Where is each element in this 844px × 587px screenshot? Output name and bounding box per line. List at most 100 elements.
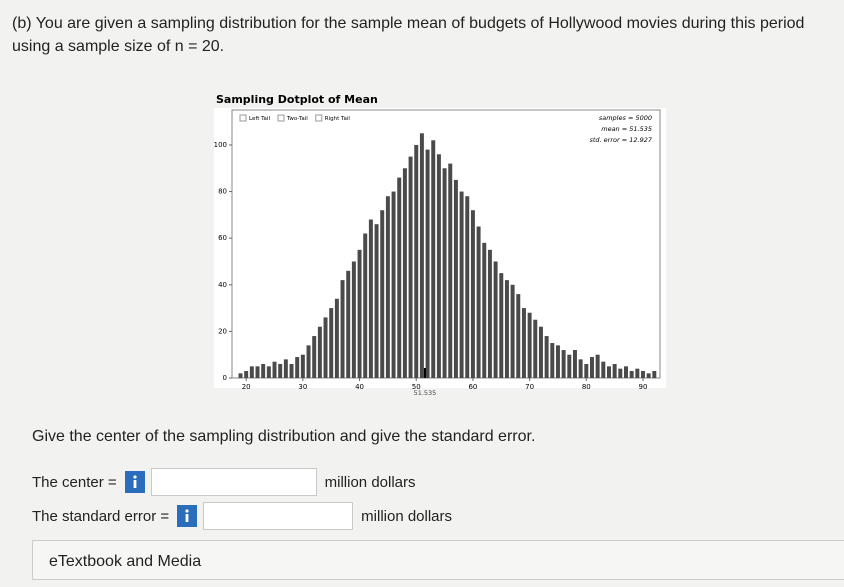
dot-column [374,224,379,378]
y-tick-label: 20 [218,327,227,335]
dot-column [408,156,413,378]
dot-column [572,350,577,378]
dot-column [641,371,645,378]
dot-column [346,270,351,378]
center-input[interactable] [150,468,317,496]
x-tick-label: 80 [582,383,591,391]
x-tick-label: 70 [525,383,534,391]
dot-column [612,364,617,378]
dot-column [476,226,481,378]
center-label: The center = [32,473,117,491]
dot-column [266,366,271,378]
dot-column [618,368,623,378]
center-row: The center = million dollars [32,468,416,496]
dot-column [527,312,532,378]
dot-column [487,249,492,378]
info-icon[interactable] [124,471,145,493]
dot-column [317,326,322,378]
dot-column [482,242,487,378]
dot-column [544,336,549,378]
x-tick-label: 90 [639,383,648,391]
stat-text: std. error = 12.927 [589,136,652,144]
dot-column [538,326,543,378]
y-tick-label: 80 [218,188,227,196]
dot-column [448,163,453,378]
dot-column [510,284,515,378]
dot-column [589,357,594,378]
x-tick-label: 60 [468,383,477,391]
dot-column [402,168,407,378]
dot-column [391,191,396,378]
y-tick-label: 60 [218,234,227,242]
dot-column [499,273,504,378]
dot-column [629,371,634,378]
dot-column [385,196,390,378]
dot-column [584,364,589,378]
x-tick-label: 40 [355,383,364,391]
x-tick-label: 20 [242,383,251,391]
dot-column [351,261,356,378]
dot-column [249,366,254,378]
dot-column [414,144,419,378]
dot-column [425,149,430,378]
dot-column [272,361,277,378]
se-label: The standard error = [32,507,170,525]
dot-column [516,294,521,378]
dot-column [334,298,339,378]
option-label: Right Tail [325,116,351,122]
option-label: Two-Tail [286,116,308,122]
dot-column [300,354,305,378]
center-unit: million dollars [324,473,416,491]
dot-column [567,354,572,378]
dot-column [465,196,470,378]
stat-text: mean = 51.535 [601,125,652,133]
dot-column [357,249,362,378]
dot-column [255,366,260,378]
dot-column [380,210,385,378]
dot-column [323,317,328,378]
dot-column [368,219,373,378]
se-unit: million dollars [361,507,453,525]
dot-column [635,368,640,378]
dot-column [470,210,475,378]
dot-column [453,179,458,378]
etextbook-link[interactable]: eTextbook and Media [32,540,844,580]
dot-column [521,308,526,378]
dot-column [652,371,657,378]
dot-column [244,371,249,378]
dot-column [459,191,464,378]
dot-column [595,354,600,378]
option-checkbox [277,114,285,122]
dot-column [533,319,538,378]
dot-column [312,336,317,378]
info-icon[interactable] [177,505,198,527]
prompt: Give the center of the sampling distribu… [32,428,536,445]
chart-title: Sampling Dotplot of Mean [216,93,378,106]
option-checkbox [315,114,323,122]
dot-column [555,345,560,378]
question-header: (b) You are given a sampling distributio… [12,15,805,55]
dotplot: Sampling Dotplot of Mean 0 20 40 60 80 100 20 3… [214,93,666,397]
dot-column [238,373,243,378]
se-input[interactable] [203,502,354,530]
option-checkbox [239,114,247,122]
se-row: The standard error = million dollars [32,502,452,530]
dot-column [606,366,611,378]
dot-column [578,359,583,378]
dot-column [561,350,566,378]
dot-column [278,364,283,378]
y-tick-label: 40 [218,281,227,289]
dot-column [419,133,424,378]
dot-column [493,261,498,378]
dot-column [436,154,441,378]
dot-column [601,361,606,378]
dot-column [624,366,628,378]
y-tick-label: 0 [223,374,227,382]
dot-column [306,345,311,378]
dot-column [646,373,651,378]
stat-text: samples = 5000 [599,114,652,122]
dot-column [363,233,368,378]
y-tick-label: 100 [214,141,227,149]
